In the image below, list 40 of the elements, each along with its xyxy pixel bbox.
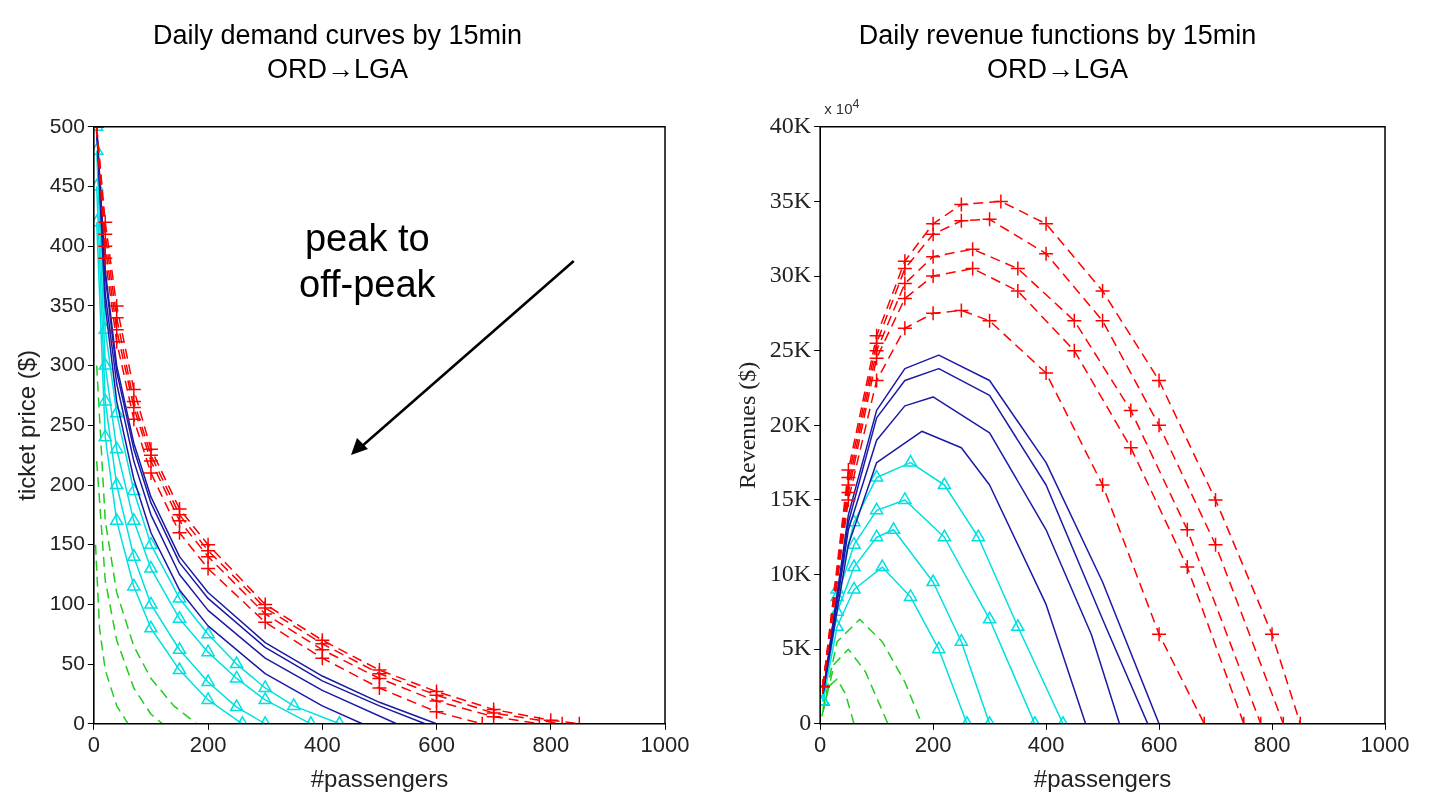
x-tick-label: 1000 (1360, 732, 1410, 758)
y-tick-label: 450 (49, 173, 85, 197)
y-tick-label: 5K (781, 634, 812, 661)
chart-title: Daily revenue functions by 15min (858, 19, 1257, 50)
y-axis-title: ticket price ($) (13, 349, 41, 501)
y-tick-label: 50 (61, 650, 85, 674)
y-tick-label: 0 (73, 710, 85, 734)
y-tick-label: 40K (769, 112, 812, 139)
annotation: peak to off-peak (298, 216, 437, 307)
y-tick-label: 15K (769, 485, 812, 512)
chart-subtitle: ORD→LGA (986, 54, 1129, 85)
x-tick-label: 600 (418, 732, 455, 758)
y-tick-label: 200 (49, 471, 85, 495)
x-axis-title: #passengers (1033, 765, 1172, 793)
x-tick-label: 800 (532, 732, 570, 758)
x-tick-label: 200 (189, 732, 227, 758)
x-tick-label: 1000 (640, 732, 690, 758)
y-tick-label: 0 (799, 709, 812, 736)
y-tick-label: 25K (769, 335, 812, 362)
y-tick-label: 30K (769, 261, 812, 288)
x-tick-label: 200 (914, 732, 952, 758)
x-tick-label: 400 (1027, 732, 1065, 758)
x-tick-label: 600 (1140, 732, 1178, 758)
y-tick-label: 20K (769, 410, 812, 437)
y-tick-label: 35K (769, 186, 812, 213)
text: x 10$^{4}$ (824, 96, 860, 117)
x-axis-title: #passengers (310, 765, 449, 793)
chart-subtitle: ORD→LGA (266, 54, 409, 85)
y-axis-title: Revenues ($) (733, 361, 760, 489)
y-tick-label: 10K (769, 559, 812, 586)
y-tick-label: 400 (49, 233, 85, 256)
y-tick-label: 500 (49, 113, 85, 137)
x-tick-label: 400 (303, 732, 341, 758)
chart-title: Daily demand curves by 15min (152, 19, 523, 50)
y-tick-label: 150 (49, 531, 85, 555)
y-tick-label: 100 (49, 591, 85, 615)
y-tick-label: 350 (49, 292, 85, 316)
x-tick-label: 800 (1253, 732, 1291, 758)
y-tick-label: 300 (49, 352, 85, 376)
y-tick-label: 250 (49, 412, 85, 436)
